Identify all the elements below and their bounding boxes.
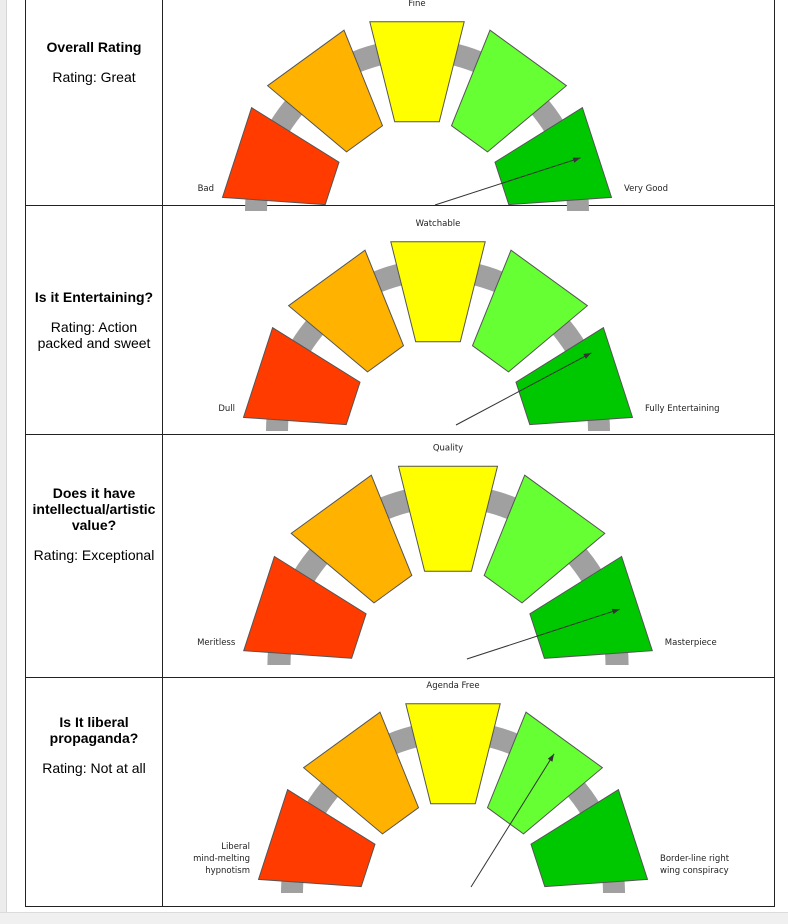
segment-bad bbox=[242, 326, 361, 426]
high-end-label: Border-line right wing conspiracy bbox=[660, 854, 730, 876]
question-title: Is It liberal propaganda? bbox=[49, 714, 139, 746]
rating-text: Rating: Not at all bbox=[42, 760, 146, 776]
low-end-label: Liberal mind-melting hypnotism bbox=[193, 842, 250, 876]
gauge-needle bbox=[434, 157, 581, 206]
gauge-needle bbox=[470, 753, 555, 888]
segment-fine bbox=[405, 703, 501, 805]
question-cell: Overall Rating Rating: Great bbox=[25, 0, 163, 206]
segment-very-good bbox=[494, 106, 613, 206]
segment-very-good bbox=[530, 788, 649, 888]
segment-fine bbox=[369, 21, 465, 123]
segment-poor bbox=[266, 29, 384, 153]
page-margin-edge bbox=[0, 0, 7, 923]
low-end-label: Dull bbox=[218, 404, 235, 414]
high-end-label: Masterpiece bbox=[665, 638, 717, 648]
segment-good bbox=[471, 249, 589, 373]
rating-gauge: Bad Very Good Fine bbox=[198, 0, 668, 211]
needle-arrowhead bbox=[611, 608, 620, 615]
table-row: Overall Rating Rating: Great Bad Very Goo… bbox=[25, 0, 775, 211]
gauge-cell: Dull Fully Entertaining Watchable bbox=[162, 205, 775, 435]
midpoint-label: Agenda Free bbox=[426, 681, 479, 691]
segment-good bbox=[486, 711, 604, 835]
table-row: Is It liberal propaganda? Rating: Not at… bbox=[25, 677, 775, 907]
rating-text: Rating: Great bbox=[52, 69, 136, 85]
high-end-label: Very Good bbox=[624, 184, 668, 194]
question-title: Does it have intellectual/artistic value… bbox=[32, 485, 156, 533]
midpoint-label: Fine bbox=[408, 0, 425, 9]
window-bottom-strip bbox=[0, 912, 788, 924]
rating-text: Rating: Exceptional bbox=[33, 547, 155, 563]
needle-arrowhead bbox=[547, 753, 555, 762]
segment-very-good bbox=[529, 555, 653, 659]
gauge-needle bbox=[466, 608, 620, 660]
segment-very-good bbox=[515, 326, 634, 426]
low-end-label: Bad bbox=[198, 184, 214, 194]
table-row: Is it Entertaining? Rating: Action packe… bbox=[25, 205, 775, 435]
segment-good bbox=[450, 29, 568, 153]
question-cell: Does it have intellectual/artistic value… bbox=[25, 434, 163, 678]
needle-arrowhead bbox=[572, 157, 581, 163]
rating-gauge: Liberal mind-melting hypnotism Border-line … bbox=[193, 681, 730, 893]
segment-fine bbox=[397, 465, 499, 572]
gauge-needle bbox=[455, 352, 592, 426]
segment-poor bbox=[287, 249, 405, 373]
question-cell: Is it Entertaining? Rating: Action packe… bbox=[25, 205, 163, 435]
segment-poor bbox=[302, 711, 420, 835]
rating-text: Rating: Action packed and sweet bbox=[37, 319, 151, 351]
gauge-cell: Meritless Masterpiece Quality bbox=[162, 434, 775, 678]
segment-good bbox=[483, 474, 606, 604]
gauge-cell: Bad Very Good Fine bbox=[162, 0, 775, 211]
segment-bad bbox=[243, 555, 367, 659]
question-title: Overall Rating bbox=[46, 39, 142, 55]
segment-bad bbox=[257, 788, 376, 888]
rating-table: Overall Rating Rating: Great Bad Very Goo… bbox=[25, 0, 775, 907]
rating-gauge: Meritless Masterpiece Quality bbox=[197, 443, 717, 665]
segment-fine bbox=[390, 241, 486, 343]
question-cell: Is It liberal propaganda? Rating: Not at… bbox=[25, 677, 163, 907]
segment-bad bbox=[221, 106, 340, 206]
rating-gauge: Dull Fully Entertaining Watchable bbox=[218, 219, 720, 431]
table-row: Does it have intellectual/artistic value… bbox=[25, 434, 775, 678]
question-title: Is it Entertaining? bbox=[34, 289, 154, 305]
needle-arrowhead bbox=[583, 352, 592, 359]
high-end-label: Fully Entertaining bbox=[645, 404, 720, 414]
low-end-label: Meritless bbox=[197, 638, 236, 648]
gauge-cell: Liberal mind-melting hypnotism Border-line … bbox=[162, 677, 775, 907]
midpoint-label: Watchable bbox=[416, 219, 461, 229]
midpoint-label: Quality bbox=[433, 443, 463, 453]
segment-poor bbox=[290, 474, 413, 604]
